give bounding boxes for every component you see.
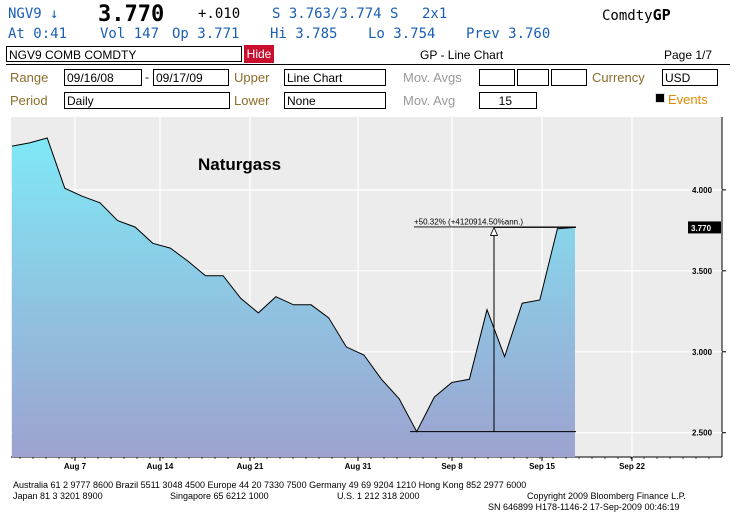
x-axis-tick-label: Aug 31 xyxy=(345,462,372,471)
x-axis-tick-label: Sep 8 xyxy=(441,462,463,471)
mov-avg-label: Mov. Avg xyxy=(403,93,456,108)
annotation-label: +50.32% (+4120914.50%ann.) xyxy=(414,217,523,226)
mov-avgs-label: Mov. Avgs xyxy=(403,70,462,85)
ticker-symbol: NGV9 xyxy=(8,6,42,22)
y-axis-tick-label: 3.500 xyxy=(692,267,713,276)
y-axis-tick-label: 3.000 xyxy=(692,348,713,357)
price-line xyxy=(11,137,576,433)
mov-avg-field-3[interactable] xyxy=(551,69,587,86)
period-label: Period xyxy=(10,93,48,108)
quote-open: Op 3.771 xyxy=(172,26,240,42)
x-axis-tick-label: Aug 7 xyxy=(64,462,87,471)
chart-title: Naturgass xyxy=(198,155,281,174)
function-code: GP xyxy=(652,6,671,24)
footer-us: U.S. 1 212 318 2000 xyxy=(337,491,420,501)
x-axis-tick-label: Aug 14 xyxy=(147,462,174,471)
footer-singapore: Singapore 65 6212 1000 xyxy=(170,491,269,501)
price-chart[interactable]: +50.32% (+4120914.50%ann.) 4.000 3.500 3.0… xyxy=(0,114,736,476)
bid-ask-size: 2x1 xyxy=(422,6,448,22)
last-value-tag xyxy=(688,221,721,234)
down-arrow-icon: ↓ xyxy=(50,6,59,22)
range-from-field[interactable]: 09/16/08 xyxy=(64,69,142,86)
price-area xyxy=(12,138,575,457)
quote-volume: Vol 147 xyxy=(100,26,160,42)
quote-low: Lo 3.754 xyxy=(368,26,436,42)
mov-avg-field-1[interactable] xyxy=(479,69,515,86)
currency-field[interactable]: USD xyxy=(662,69,718,86)
security-field[interactable]: NGV9 COMB COMDTY xyxy=(6,46,242,62)
footer-copyright: Copyright 2009 Bloomberg Finance L.P. xyxy=(527,491,686,501)
annotation-arrow-icon xyxy=(489,226,499,236)
x-axis-tick-label: Sep 15 xyxy=(529,462,555,471)
y-axis-tick-label: 2.500 xyxy=(692,429,713,438)
events-label[interactable]: Events xyxy=(668,92,708,107)
market-sector: ComdtyGP xyxy=(602,6,671,24)
footer-japan: Japan 81 3 3201 8900 xyxy=(13,491,103,501)
y-axis-tick-label: 4.000 xyxy=(692,186,713,195)
last-price: 3.770 xyxy=(98,2,165,27)
x-axis-tick-label: Aug 21 xyxy=(237,462,264,471)
lower-select[interactable]: None xyxy=(284,92,386,109)
quote-high: Hi 3.785 xyxy=(270,26,338,42)
mov-avg-period-field[interactable]: 15 xyxy=(479,92,537,109)
net-change: +.010 xyxy=(198,6,241,22)
quote-time: At 0:41 xyxy=(8,26,68,42)
upper-label: Upper xyxy=(234,70,270,85)
hide-button[interactable]: Hide xyxy=(244,45,274,63)
toolbar-divider xyxy=(6,64,730,65)
range-label: Range xyxy=(10,70,49,85)
page-indicator[interactable]: Page 1/7 xyxy=(664,48,713,62)
ticker: NGV9 ↓ xyxy=(8,6,59,22)
last-value-label: 3.770 xyxy=(691,224,712,233)
footer-session: SN 646899 H178-1146-2 17-Sep-2009 00:46:… xyxy=(488,502,680,512)
range-dash: - xyxy=(145,70,149,84)
bid-ask: S 3.763/3.774 S xyxy=(272,6,399,22)
period-select[interactable]: Daily xyxy=(64,92,230,109)
range-to-field[interactable]: 09/17/09 xyxy=(153,69,229,86)
mov-avg-field-2[interactable] xyxy=(517,69,549,86)
events-checkbox[interactable] xyxy=(655,93,665,103)
upper-select[interactable]: Line Chart xyxy=(284,69,386,86)
footer-phones-line: Australia 61 2 9777 8600 Brazil 5511 304… xyxy=(13,480,527,490)
currency-label: Currency xyxy=(592,70,645,85)
lower-label: Lower xyxy=(234,93,270,108)
market-sector-label: Comdty xyxy=(602,8,653,24)
x-axis-tick-label: Sep 22 xyxy=(619,462,645,471)
screen-title: GP - Line Chart xyxy=(420,48,504,62)
quote-prev: Prev 3.760 xyxy=(466,26,551,42)
